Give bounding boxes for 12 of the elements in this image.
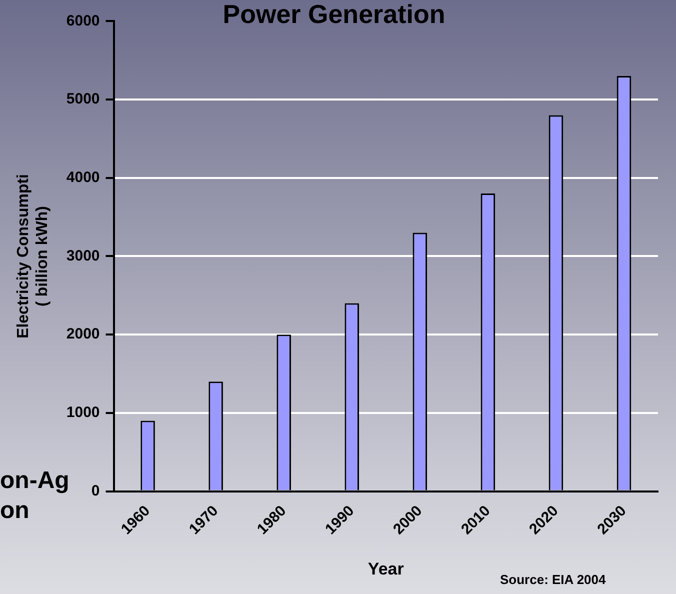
text: on-Ag on [0,467,70,524]
y-tick-label: 5000 [66,90,100,108]
source-note: Source: EIA 2004 [500,572,606,587]
x-axis-title: Year [368,559,404,578]
y-tick-label: 6000 [66,12,100,30]
y-tick-label: 4000 [66,169,100,186]
y-tick-label: 1000 [66,404,100,422]
y-axis-title: Electricity Consumpti ( billion kWh) [15,174,52,338]
chart-title: Power Generation [222,0,446,29]
y-tick-label: 0 [91,482,100,500]
y-tick-label: 2000 [66,326,100,343]
y-tick-label: 3000 [66,247,100,264]
